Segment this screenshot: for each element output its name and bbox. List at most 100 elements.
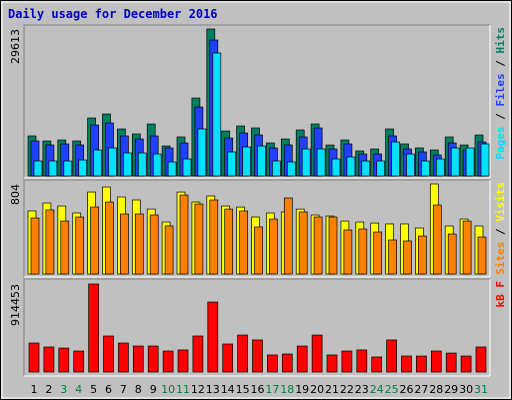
x-tick-label: 11 [176, 383, 190, 396]
legend-entry: Visits [494, 182, 507, 222]
legend-entry: Pages [494, 126, 507, 159]
bar [341, 350, 353, 373]
bar [401, 355, 412, 373]
bar [281, 353, 293, 373]
legend-separator: / [494, 107, 507, 127]
legend-entry: kB F [494, 281, 507, 308]
bar [209, 199, 219, 275]
legend: kB F [494, 281, 507, 308]
bar [118, 342, 129, 373]
x-tick-label: 6 [105, 383, 112, 396]
y-tick-label: 804 [9, 184, 22, 205]
bar [123, 152, 132, 177]
bar [272, 160, 281, 177]
legend-entry: Files [494, 73, 507, 106]
bar [406, 153, 415, 177]
bar [48, 160, 58, 177]
x-tick-label: 14 [221, 383, 235, 396]
bar [462, 220, 472, 275]
x-tick-label: 31 [474, 383, 488, 396]
bar [30, 217, 40, 275]
bar [403, 240, 412, 275]
bar [227, 151, 237, 177]
bar [134, 213, 144, 275]
x-tick-label: 7 [120, 383, 127, 396]
x-tick-label: 21 [325, 383, 339, 396]
bar [356, 349, 368, 373]
bar [432, 204, 442, 275]
bar [162, 350, 174, 373]
x-tick-label: 15 [236, 383, 250, 396]
bar [343, 229, 353, 275]
bar [269, 218, 278, 275]
legend: Sites / Visits [494, 182, 507, 275]
bar [391, 141, 400, 177]
bar [421, 160, 430, 177]
bar [311, 334, 323, 373]
x-tick-label: 5 [90, 383, 97, 396]
x-tick-label: 24 [370, 383, 384, 396]
bar [358, 228, 368, 275]
bar [286, 161, 296, 177]
x-tick-label: 22 [340, 383, 354, 396]
bar [224, 208, 234, 275]
bar [177, 349, 189, 373]
bar [63, 160, 73, 177]
bar [78, 159, 88, 177]
bar [388, 239, 397, 275]
bar [179, 194, 189, 275]
x-tick-label: 20 [310, 383, 324, 396]
bar [60, 220, 70, 275]
bar [93, 149, 102, 177]
bar [147, 345, 159, 373]
x-tick-label: 13 [206, 383, 220, 396]
bar [371, 356, 383, 373]
x-tick-label: 1 [31, 383, 38, 396]
bar [480, 143, 490, 177]
bar [152, 153, 162, 177]
bar [242, 146, 251, 177]
bar [237, 334, 248, 373]
x-tick-label: 29 [444, 383, 458, 396]
x-tick-label: 3 [60, 383, 67, 396]
bar [58, 347, 70, 373]
bar [313, 216, 323, 275]
bar [301, 148, 311, 177]
bar [252, 339, 263, 373]
bar [316, 148, 326, 177]
bar [346, 156, 356, 177]
x-tick-label: 27 [414, 383, 428, 396]
bar [435, 158, 445, 177]
legend-entry: Sites [494, 242, 507, 275]
bar [28, 342, 40, 373]
bar [418, 235, 427, 275]
bar [197, 128, 207, 177]
x-tick-label: 4 [75, 383, 82, 396]
bar [447, 233, 457, 275]
bar [465, 147, 475, 177]
bar [331, 158, 341, 177]
bar [361, 160, 371, 177]
x-tick-label: 30 [459, 383, 473, 396]
bar [416, 355, 427, 373]
bar [182, 158, 192, 177]
x-tick-label: 26 [400, 383, 414, 396]
bar [149, 214, 159, 275]
bar [386, 339, 397, 373]
bar [108, 147, 117, 177]
bar [105, 201, 114, 275]
bar [88, 283, 99, 373]
bar [373, 231, 383, 275]
bar [75, 216, 85, 275]
bar [194, 203, 204, 275]
x-tick-label: 19 [295, 383, 309, 396]
bar [239, 210, 248, 275]
x-tick-label: 18 [280, 383, 294, 396]
bar [283, 197, 293, 275]
bar [475, 346, 487, 373]
bar [212, 52, 222, 177]
x-tick-label: 28 [429, 383, 443, 396]
bar [167, 161, 177, 177]
bar [445, 352, 457, 373]
